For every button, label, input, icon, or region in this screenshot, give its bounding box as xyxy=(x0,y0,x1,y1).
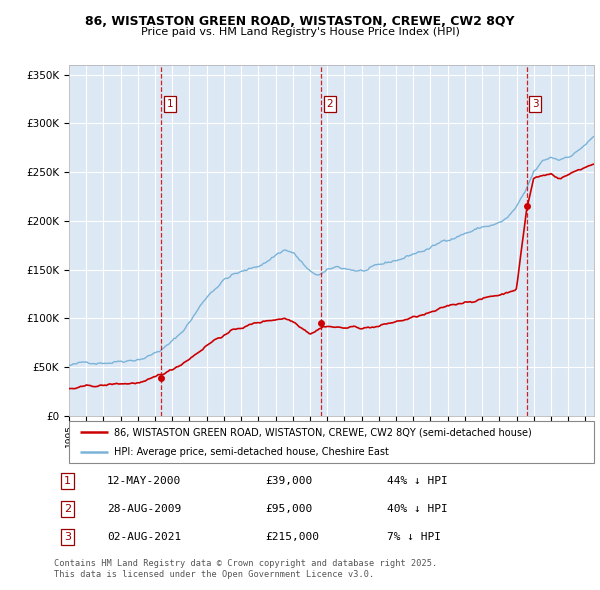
Text: HPI: Average price, semi-detached house, Cheshire East: HPI: Average price, semi-detached house,… xyxy=(113,447,389,457)
Text: 3: 3 xyxy=(532,99,538,109)
Text: 7% ↓ HPI: 7% ↓ HPI xyxy=(386,532,440,542)
Text: 1: 1 xyxy=(64,476,71,486)
Text: 40% ↓ HPI: 40% ↓ HPI xyxy=(386,504,448,514)
Text: 2: 2 xyxy=(326,99,333,109)
Text: 44% ↓ HPI: 44% ↓ HPI xyxy=(386,476,448,486)
Text: 86, WISTASTON GREEN ROAD, WISTASTON, CREWE, CW2 8QY (semi-detached house): 86, WISTASTON GREEN ROAD, WISTASTON, CRE… xyxy=(113,427,532,437)
Text: 28-AUG-2009: 28-AUG-2009 xyxy=(107,504,181,514)
Text: Contains HM Land Registry data © Crown copyright and database right 2025.
This d: Contains HM Land Registry data © Crown c… xyxy=(54,559,437,579)
Text: 12-MAY-2000: 12-MAY-2000 xyxy=(107,476,181,486)
Text: 1: 1 xyxy=(166,99,173,109)
Text: 3: 3 xyxy=(64,532,71,542)
Text: 86, WISTASTON GREEN ROAD, WISTASTON, CREWE, CW2 8QY: 86, WISTASTON GREEN ROAD, WISTASTON, CRE… xyxy=(85,15,515,28)
Text: 02-AUG-2021: 02-AUG-2021 xyxy=(107,532,181,542)
Text: Price paid vs. HM Land Registry's House Price Index (HPI): Price paid vs. HM Land Registry's House … xyxy=(140,27,460,37)
Text: £95,000: £95,000 xyxy=(265,504,313,514)
Text: £39,000: £39,000 xyxy=(265,476,313,486)
Text: 2: 2 xyxy=(64,504,71,514)
Text: £215,000: £215,000 xyxy=(265,532,319,542)
